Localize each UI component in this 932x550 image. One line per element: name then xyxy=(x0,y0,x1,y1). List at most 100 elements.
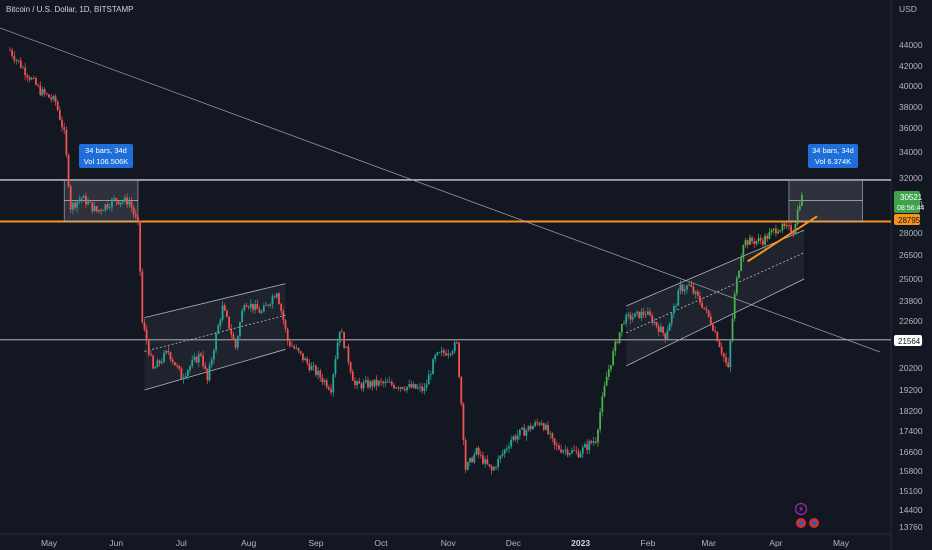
candle-body xyxy=(703,307,706,309)
time-tick-label: Jun xyxy=(109,538,123,548)
svg-text:⚡: ⚡ xyxy=(798,505,804,514)
candle xyxy=(484,456,487,468)
measure-info-box-2[interactable]: 34 bars, 34d Vol 6.374K xyxy=(808,144,858,168)
candle xyxy=(722,352,725,362)
candle-body xyxy=(538,423,541,425)
candle-body xyxy=(48,94,50,98)
candle xyxy=(720,342,723,357)
candle-body xyxy=(249,303,252,308)
price-tick-label: 14400 xyxy=(899,505,923,515)
candle xyxy=(666,326,669,340)
price-axis[interactable]: 4400042000400003800036000340003200030000… xyxy=(899,40,923,532)
candle-body xyxy=(26,75,29,78)
candle-body xyxy=(529,426,532,430)
candle xyxy=(538,421,541,427)
candle xyxy=(215,331,217,354)
candle-body xyxy=(245,305,248,307)
candle-body xyxy=(564,449,567,451)
candle xyxy=(35,76,37,86)
candle xyxy=(45,92,48,96)
candle-body xyxy=(495,466,497,468)
candle-body xyxy=(586,444,589,450)
candle xyxy=(80,197,83,204)
candle-body xyxy=(766,235,769,239)
candle xyxy=(314,364,317,378)
candle xyxy=(783,220,786,230)
lightning-event-icon[interactable]: ⚡ xyxy=(794,502,808,516)
candle xyxy=(176,363,178,369)
candle xyxy=(375,375,378,391)
candle-body xyxy=(740,257,743,271)
candle xyxy=(453,339,456,355)
price-tick-label: 42000 xyxy=(899,61,923,71)
time-axis[interactable]: May Jun Jul Aug Sep Oct Nov Dec 2023 Feb Mar Apr May xyxy=(41,538,850,548)
candle xyxy=(458,341,461,379)
price-tick-label: 20200 xyxy=(899,363,923,373)
candle xyxy=(770,228,773,236)
candle xyxy=(345,346,348,348)
candle xyxy=(416,384,419,390)
candle xyxy=(414,383,417,390)
candle-body xyxy=(63,127,66,130)
candle xyxy=(119,202,122,208)
candle-body xyxy=(19,60,22,68)
candle xyxy=(48,93,50,98)
candle-body xyxy=(210,359,213,365)
candle xyxy=(518,429,521,440)
candle xyxy=(341,328,343,333)
candle-body xyxy=(414,384,417,389)
candle-body xyxy=(13,55,16,61)
candle-body xyxy=(742,245,745,258)
candle-body xyxy=(271,296,274,305)
candle-body xyxy=(738,270,740,278)
candle-body xyxy=(429,374,432,375)
candle-body xyxy=(746,240,749,245)
price-tick-label: 16600 xyxy=(899,447,923,457)
candle xyxy=(258,306,261,314)
candle-body xyxy=(52,96,55,100)
candle xyxy=(618,332,621,345)
candle-body xyxy=(154,367,157,369)
candle-body xyxy=(686,285,688,290)
candle xyxy=(709,312,712,326)
candle xyxy=(371,379,374,392)
candle xyxy=(729,339,732,373)
candle-body xyxy=(796,209,799,225)
candle xyxy=(304,356,306,361)
countdown-value: 08:56:44 xyxy=(897,205,924,212)
candle-body xyxy=(111,199,113,208)
candle-body xyxy=(141,271,144,323)
candle xyxy=(362,379,365,393)
measure-info-box-1[interactable]: 34 bars, 34d Vol 106.506K xyxy=(79,144,133,168)
candle xyxy=(156,357,159,368)
candle-body xyxy=(304,358,306,361)
flag-event-icon[interactable] xyxy=(796,518,806,528)
measure-info-2-line1: 34 bars, 34d xyxy=(812,146,854,155)
candle-body xyxy=(419,386,421,388)
candle-body xyxy=(24,67,27,76)
candle xyxy=(373,379,376,388)
candle xyxy=(239,321,241,340)
candle-body xyxy=(69,186,72,210)
candle xyxy=(790,222,792,234)
candle xyxy=(69,184,72,214)
candle-body xyxy=(464,439,467,470)
candle-body xyxy=(660,326,662,333)
candle xyxy=(95,205,98,213)
candle-body xyxy=(76,201,79,208)
candle xyxy=(469,457,471,466)
candle xyxy=(37,83,40,88)
candle xyxy=(516,430,519,444)
candle xyxy=(499,455,502,463)
candle-body xyxy=(74,202,76,208)
candle-body xyxy=(30,78,33,80)
candle xyxy=(210,356,213,368)
price-tick-label: 26500 xyxy=(899,250,923,260)
candle xyxy=(605,371,608,386)
candle-body xyxy=(571,450,573,454)
flag-event-icon-2[interactable] xyxy=(809,518,819,528)
candle xyxy=(343,331,346,350)
candle xyxy=(558,442,560,451)
candle xyxy=(644,310,647,319)
